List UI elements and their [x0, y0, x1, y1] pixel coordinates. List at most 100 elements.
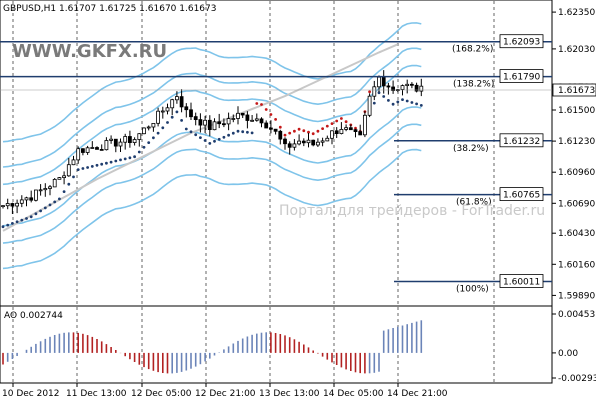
candle-body — [325, 137, 330, 142]
sar-dot — [194, 133, 198, 137]
candle-body — [38, 189, 43, 192]
candle-body — [278, 130, 283, 140]
sar-dot — [264, 108, 268, 111]
candle-body — [184, 106, 189, 111]
fib-price-label: 1.60011 — [503, 278, 540, 288]
candle-body — [24, 197, 29, 201]
ao-tick-label: 0.004537 — [558, 310, 596, 320]
sar-dot — [147, 141, 151, 145]
sar-dot — [321, 127, 324, 130]
watermark-logo: WWW.GKFX.RU — [12, 41, 167, 62]
price-tick-label: 1.61230 — [558, 137, 595, 147]
price-tick-label: 1.62350 — [558, 8, 595, 18]
ao-label: AO 0.002744 — [4, 311, 63, 321]
envelope-bands — [2, 22, 422, 270]
fibonacci-levels: (168.2%) 1.62093 (138.2%) 1.61790 (38.2%) 1.6… — [0, 34, 552, 295]
sar-dot — [377, 91, 381, 95]
price-tick-label: 1.62030 — [558, 45, 595, 55]
fib-level-label: (100%) — [456, 285, 489, 295]
sar-dot — [316, 129, 320, 133]
band-line — [2, 64, 422, 186]
price-tick-label: 1.60960 — [558, 168, 595, 178]
sar-dot — [241, 130, 245, 134]
candle-body — [15, 202, 20, 207]
sar-dot — [29, 215, 33, 219]
candle-body — [132, 139, 137, 143]
candle-body — [259, 118, 264, 124]
candle-body — [386, 85, 391, 88]
sar-dot — [81, 167, 85, 170]
sar-dot — [25, 217, 28, 220]
sar-dot — [189, 130, 193, 134]
candle-body — [264, 122, 269, 129]
time-tick-label: 10 Dec 2012 — [2, 389, 60, 399]
candle-body — [99, 148, 104, 151]
candle-body — [240, 112, 245, 116]
candle-body — [62, 175, 66, 179]
candle-body — [419, 85, 424, 92]
candle-body — [254, 118, 259, 121]
sar-dot — [382, 95, 386, 98]
band-line — [2, 123, 422, 244]
candle-body — [5, 203, 10, 207]
band-line — [2, 148, 422, 270]
sar-dot — [231, 131, 235, 135]
sar-dot — [250, 131, 254, 135]
time-grid — [12, 1, 495, 383]
candle-body — [165, 107, 170, 112]
candle-body — [283, 138, 287, 145]
candle-body — [292, 143, 297, 148]
sar-dot — [203, 139, 207, 142]
candle-body — [76, 148, 81, 161]
sar-dot — [43, 206, 47, 210]
time-tick-label: 14 Dec 21:00 — [387, 389, 448, 399]
sar-dot — [184, 127, 188, 131]
sar-dot — [236, 129, 240, 133]
candle-body — [198, 119, 203, 126]
candle-body — [71, 159, 76, 166]
sar-dot — [20, 218, 24, 222]
candle-body — [52, 178, 57, 188]
fib-level-label: (168.2%) — [452, 45, 493, 55]
sar-dot — [53, 200, 57, 204]
candle-body — [179, 96, 184, 108]
candle-body — [118, 141, 123, 147]
candle-body — [142, 127, 146, 135]
sar-dot — [95, 163, 99, 167]
candles — [1, 70, 424, 214]
candle-body — [226, 118, 231, 125]
candle-body — [358, 131, 363, 136]
sar-dot — [213, 139, 216, 143]
candle-body — [334, 130, 339, 135]
candle-body — [348, 127, 353, 131]
time-tick-label: 12 Dec 21:00 — [195, 389, 256, 399]
ao-histogram — [2, 320, 423, 374]
candle-body — [160, 110, 165, 113]
candle-body — [245, 114, 250, 121]
sar-dot — [368, 90, 371, 94]
candle-body — [231, 118, 236, 120]
candle-body — [367, 95, 372, 116]
fib-price-label: 1.60765 — [503, 191, 540, 201]
candle-body — [339, 128, 344, 134]
fib-price-box — [499, 133, 544, 148]
price-tick-label: 1.60430 — [558, 229, 595, 239]
sar-dot — [260, 103, 263, 106]
time-tick-label: 14 Dec 05:00 — [323, 389, 384, 399]
sar-dot — [180, 119, 184, 122]
sar-dot — [6, 223, 10, 227]
sar-dot — [401, 98, 404, 101]
candle-body — [19, 199, 24, 204]
sar-dot — [76, 168, 80, 172]
sar-dot — [269, 113, 273, 116]
current-price-label: 1.61673 — [558, 86, 595, 96]
sar-dot — [156, 131, 160, 135]
sar-dot — [372, 101, 376, 105]
candle-body — [137, 133, 142, 140]
candle-body — [344, 127, 349, 130]
sar-dot — [330, 122, 334, 125]
candle-body — [203, 119, 208, 126]
price-axis: 1.623501.620301.617001.615001.612301.609… — [552, 8, 596, 301]
sar-dot — [58, 197, 61, 201]
